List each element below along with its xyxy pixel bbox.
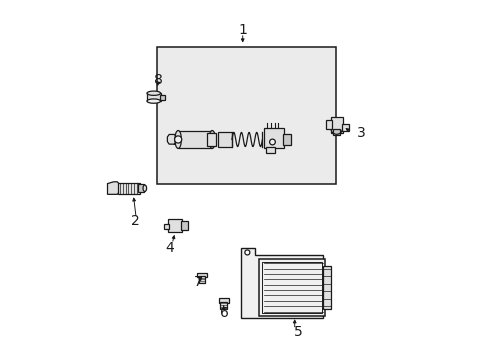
Polygon shape bbox=[167, 134, 176, 144]
Text: 1: 1 bbox=[238, 23, 246, 37]
Bar bbox=[156, 47, 335, 184]
Bar bbox=[137, 184, 144, 192]
Circle shape bbox=[269, 139, 275, 145]
Circle shape bbox=[174, 136, 182, 143]
Bar bbox=[220, 302, 226, 309]
Polygon shape bbox=[107, 182, 119, 194]
Ellipse shape bbox=[175, 131, 181, 148]
Bar bbox=[178, 131, 212, 148]
Text: 2: 2 bbox=[130, 214, 139, 228]
Bar bbox=[118, 183, 140, 194]
Text: 3: 3 bbox=[356, 126, 365, 140]
Bar bbox=[258, 259, 325, 316]
Bar bbox=[283, 134, 290, 145]
Text: 4: 4 bbox=[164, 241, 173, 255]
Ellipse shape bbox=[208, 131, 215, 148]
Bar bbox=[163, 224, 168, 229]
Bar bbox=[147, 93, 160, 101]
Text: 7: 7 bbox=[193, 275, 202, 289]
Text: 6: 6 bbox=[220, 306, 229, 320]
Polygon shape bbox=[241, 248, 323, 318]
Bar bbox=[261, 262, 321, 314]
Bar bbox=[217, 132, 231, 147]
Text: 8: 8 bbox=[154, 73, 163, 87]
Ellipse shape bbox=[147, 91, 160, 95]
Bar bbox=[218, 298, 228, 303]
Bar bbox=[180, 221, 187, 230]
Bar bbox=[199, 276, 205, 283]
Bar bbox=[197, 273, 207, 277]
Bar bbox=[206, 133, 215, 146]
Bar bbox=[333, 130, 339, 135]
Bar bbox=[265, 147, 274, 153]
Circle shape bbox=[244, 250, 249, 255]
Bar bbox=[323, 266, 330, 309]
Bar bbox=[330, 117, 343, 134]
Ellipse shape bbox=[142, 185, 146, 192]
Ellipse shape bbox=[147, 99, 160, 103]
Text: 5: 5 bbox=[293, 325, 302, 339]
Bar bbox=[160, 95, 165, 100]
Bar bbox=[264, 128, 284, 148]
Bar bbox=[342, 124, 348, 131]
Bar bbox=[167, 220, 182, 232]
Bar bbox=[325, 120, 331, 129]
